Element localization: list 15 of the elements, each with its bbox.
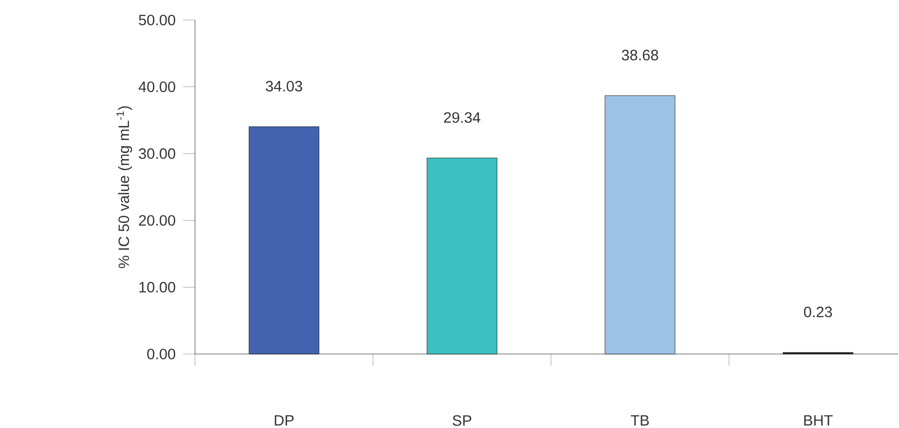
data-label: 34.03 <box>266 80 302 92</box>
data-label: 29.34 <box>444 112 480 123</box>
y-tick-label: 20.00 <box>139 215 176 226</box>
x-tick-label: SP <box>452 415 472 426</box>
y-tick-label: 50.00 <box>138 14 176 26</box>
x-tick-label: TB <box>630 415 649 426</box>
y-tick-label: 0.00 <box>147 348 176 360</box>
y-tick-label: 10.00 <box>139 282 176 293</box>
x-tick-label: BHT <box>804 415 833 426</box>
data-label: 38.68 <box>622 50 658 60</box>
y-tick-label: 30.00 <box>138 148 176 159</box>
x-tick-label: DP <box>274 415 294 426</box>
data-label: 0.23 <box>804 306 832 318</box>
y-axis-title: % IC 50 value (mg mL$^{-1}$) <box>116 106 132 268</box>
y-tick-label: 40.00 <box>138 81 176 92</box>
